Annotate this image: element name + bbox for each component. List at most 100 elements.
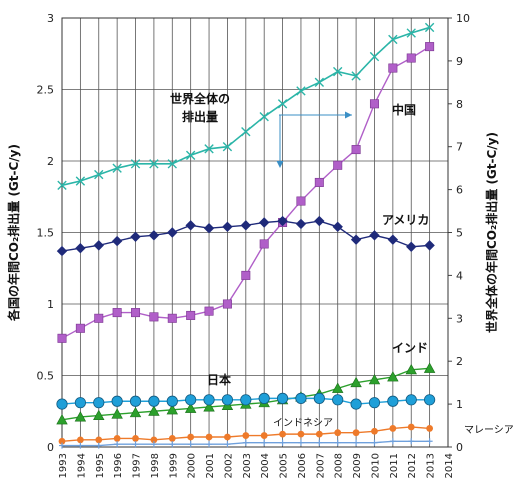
data-point: [424, 22, 435, 33]
data-point: [76, 436, 84, 444]
data-point: [129, 406, 142, 418]
data-point: [94, 169, 104, 180]
x-tick-label: 2003: [242, 453, 253, 478]
data-point: [56, 414, 68, 425]
data-point: [205, 433, 213, 441]
data-point: [352, 429, 360, 437]
data-point: [222, 221, 233, 232]
y-tick-label-left: 3: [47, 12, 54, 25]
data-point: [261, 439, 268, 446]
data-point: [368, 373, 381, 385]
data-point: [369, 230, 380, 241]
data-point: [408, 438, 415, 445]
data-point: [258, 217, 270, 228]
data-point: [58, 437, 66, 445]
data-point: [224, 441, 231, 448]
data-point: [426, 425, 434, 432]
data-point: [74, 397, 86, 409]
right-and-down-arrow-icon: [276, 111, 352, 168]
y-axis-label-right: 世界全体の年間CO₂排出量 (Gt-C/y): [484, 132, 499, 333]
y-tick-label-right: 4: [456, 269, 463, 282]
data-point: [423, 362, 436, 373]
data-point: [113, 435, 121, 442]
data-point: [203, 223, 215, 234]
data-point: [296, 86, 306, 96]
data-point: [187, 441, 194, 448]
data-point: [184, 402, 197, 413]
data-point: [314, 215, 325, 227]
grid: [61, 17, 449, 448]
data-point: [203, 401, 215, 412]
data-point: [387, 395, 399, 407]
x-tick-label: 2007: [315, 453, 326, 478]
data-point: [369, 99, 379, 109]
world-series-label: 排出量: [182, 109, 218, 124]
series-layer: [56, 22, 436, 449]
y-tick-label-left: 2: [47, 155, 54, 168]
y-tick-label-right: 1: [456, 398, 463, 411]
data-point: [371, 427, 378, 435]
x-tick-label: 2001: [205, 453, 216, 478]
data-point: [368, 397, 381, 409]
data-point: [224, 433, 231, 441]
y-tick-label-right: 10: [456, 12, 470, 25]
data-point: [148, 405, 160, 416]
y-tick-label-left: 1.5: [37, 227, 55, 240]
series-マレーシア: [59, 438, 433, 449]
data-point: [185, 394, 197, 406]
data-point: [167, 313, 177, 323]
data-point: [168, 435, 176, 442]
x-tick-label: 2005: [279, 453, 290, 478]
data-point: [405, 363, 417, 375]
y-tick-label-left: 1: [47, 298, 54, 311]
series-annotation: インド: [392, 341, 428, 355]
data-point: [295, 392, 307, 404]
series-annotation: アメリカ: [382, 213, 429, 227]
data-point: [353, 439, 360, 446]
data-point: [112, 308, 122, 318]
data-point: [240, 394, 252, 406]
data-point: [334, 429, 342, 437]
series-世界全体の排出量: [57, 22, 435, 191]
data-point: [424, 240, 435, 251]
data-point: [111, 235, 123, 247]
x-tick-label: 2010: [370, 453, 381, 478]
x-tick-label: 2014: [444, 453, 455, 478]
y-tick-label-right: 5: [456, 227, 463, 240]
data-point: [405, 394, 417, 406]
data-point: [334, 439, 341, 446]
data-point: [314, 177, 324, 187]
data-point: [75, 243, 86, 254]
data-point: [295, 218, 307, 230]
data-point: [426, 438, 433, 445]
data-point: [204, 306, 214, 316]
x-tick-label: 2000: [187, 453, 198, 478]
data-point: [350, 234, 362, 245]
x-tick-label: 1994: [76, 453, 87, 478]
data-point: [111, 395, 123, 407]
data-point: [333, 160, 343, 170]
data-point: [130, 231, 141, 242]
data-point: [57, 333, 67, 343]
data-point: [313, 392, 325, 404]
data-point: [112, 163, 122, 173]
data-point: [203, 394, 215, 406]
series-annotation: 日本: [207, 372, 231, 387]
data-point: [406, 241, 417, 252]
data-point: [242, 432, 250, 439]
data-point: [222, 299, 232, 309]
data-point: [259, 111, 269, 122]
series-日本: [56, 392, 436, 410]
data-point: [240, 220, 252, 231]
data-point: [59, 442, 65, 449]
data-point: [388, 34, 398, 45]
data-point: [149, 159, 159, 169]
series-中国: [57, 42, 435, 343]
data-point: [424, 394, 436, 406]
data-point: [389, 438, 396, 445]
y-tick-label-right: 9: [456, 55, 463, 68]
y-tick-label-left: 2.5: [37, 84, 55, 97]
